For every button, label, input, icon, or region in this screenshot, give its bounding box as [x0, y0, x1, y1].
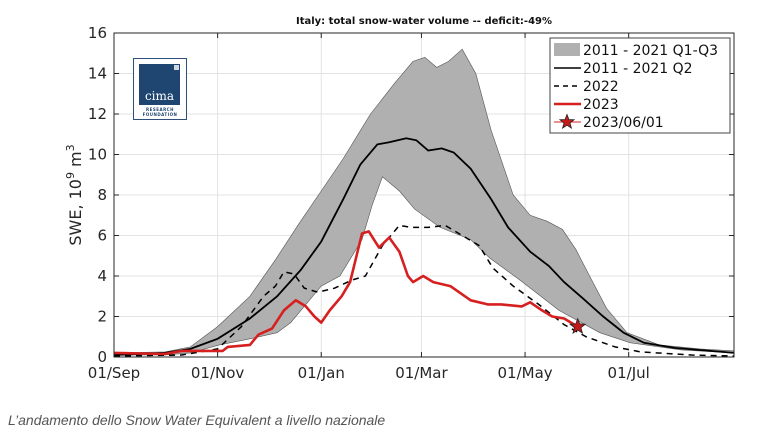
y-tick-label: 14: [88, 65, 107, 83]
legend-label-2023: 2023: [583, 97, 619, 113]
iqr-band: [113, 48, 735, 356]
y-tick-label: 16: [88, 24, 107, 42]
y-tick-label: 12: [88, 105, 107, 123]
y-tick-label: 2: [97, 308, 107, 326]
y-tick-label: 4: [97, 267, 107, 285]
legend-label-2022: 2022: [583, 79, 619, 95]
x-tick-label: 01/Mar: [395, 364, 448, 382]
logo-subtitle-line2: FOUNDATION: [142, 112, 178, 117]
legend-label-marker: 2023/06/01: [583, 115, 664, 131]
legend: 2011 - 2021 Q1-Q3 2011 - 2021 Q2 2022 20…: [549, 37, 731, 134]
x-tick-label: 01/Sep: [88, 364, 140, 382]
legend-swatch-band: [554, 43, 580, 56]
marker-star-2023-06-01: [569, 317, 587, 335]
x-tick-label: 01/Jul: [608, 364, 650, 382]
chart-title: Italy: total snow-water volume -- defici…: [296, 16, 552, 27]
x-axis-ticks: 01/Sep 01/Nov 01/Jan 01/Mar 01/May 01/Jul: [88, 33, 650, 382]
y-axis-ticks: 0 2 4 6 8 10 12 14 16: [88, 24, 734, 366]
logo-wordmark: cima: [144, 89, 175, 103]
x-tick-label: 01/Nov: [191, 364, 245, 382]
legend-label-band: 2011 - 2021 Q1-Q3: [583, 43, 718, 59]
series-median-line: [113, 137, 735, 356]
cima-logo: cima RESEARCH FOUNDATION: [133, 58, 187, 120]
logo-mark: cima: [139, 64, 180, 105]
band-q1-q3-area: [113, 48, 735, 356]
swe-chart: Italy: total snow-water volume -- defici…: [64, 16, 735, 382]
y-tick-label: 8: [97, 186, 107, 204]
legend-star-icon: [558, 113, 576, 130]
logo-subtitle: RESEARCH FOUNDATION: [137, 107, 183, 117]
series-2023-line: [113, 230, 579, 356]
figure-caption: L’andamento dello Snow Water Equivalent …: [8, 412, 386, 428]
y-tick-label: 0: [97, 348, 107, 366]
y-axis-label: SWE, 109 m3: [64, 144, 85, 245]
x-tick-label: 01/May: [497, 364, 552, 382]
logo-subtitle-line1: RESEARCH: [146, 107, 174, 112]
legend-label-median: 2011 - 2021 Q2: [583, 61, 693, 77]
x-tick-label: 01/Jan: [298, 364, 345, 382]
logo-corner: [174, 65, 179, 70]
y-tick-label: 10: [88, 146, 107, 164]
series-lines: [113, 137, 735, 357]
y-tick-label: 6: [97, 227, 107, 245]
